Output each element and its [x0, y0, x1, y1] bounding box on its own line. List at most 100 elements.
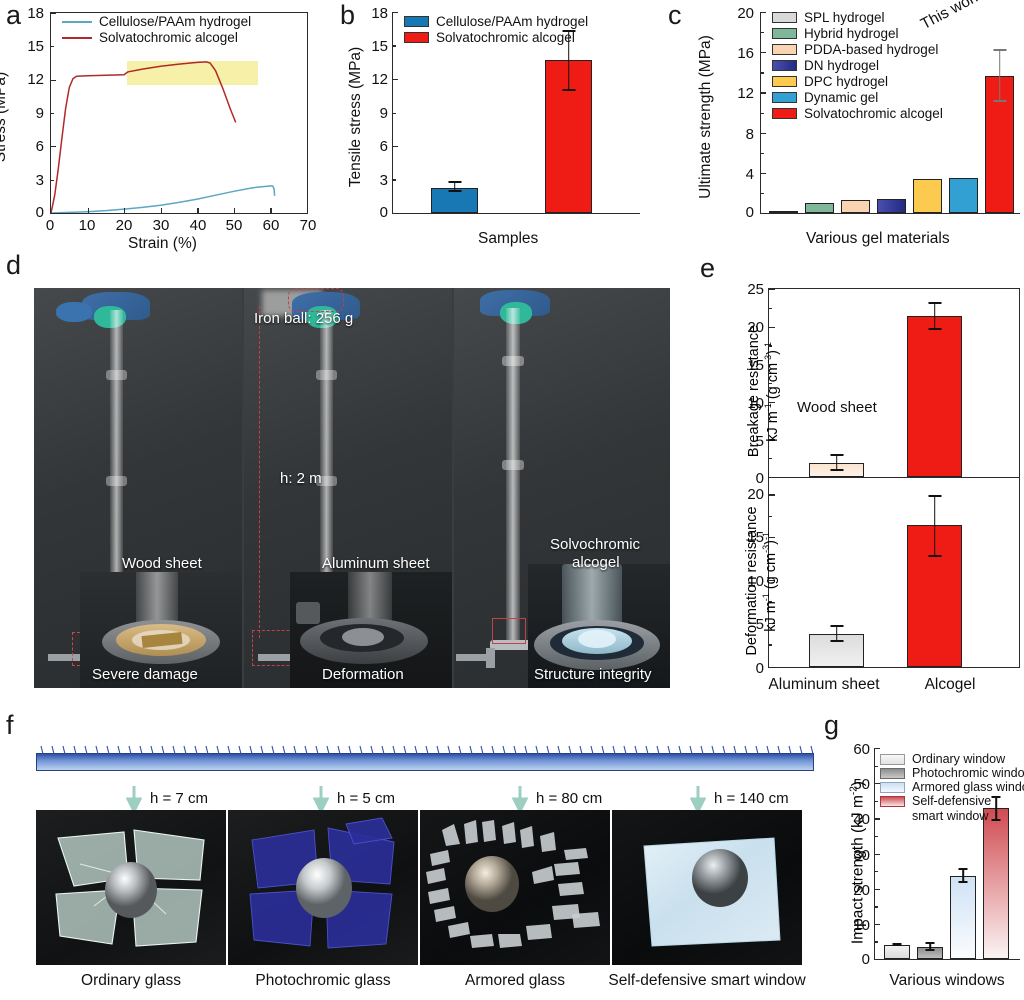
panel-f-letter: f	[6, 710, 14, 740]
panel-a-ytick-18: 18	[27, 5, 44, 22]
bar-dpc-hydrogel	[913, 179, 942, 213]
panel-b-ytick-3: 3	[379, 172, 388, 189]
errorbar-solvatochromic-alcogel	[545, 30, 592, 91]
panel-e-bottom-ytick-20: 20	[747, 486, 764, 503]
panel-b-ytick-6: 6	[379, 138, 388, 155]
errorbar-photochromic-window	[917, 942, 943, 951]
panel-c-letter: c	[668, 0, 682, 30]
panel-e-bottom-plot	[768, 478, 1020, 668]
bar-dn-hydrogel	[877, 198, 906, 213]
panel-a-x-axis-label: Strain (%)	[128, 235, 197, 252]
panel-a-xtick-40: 40	[189, 217, 207, 234]
legend-label: Solvatochromic alcogel	[436, 30, 575, 45]
errorbar-alcogel-deformation	[907, 495, 962, 557]
errorbar-aluminum-sheet-deformation	[809, 625, 864, 642]
legend-item-armored-glass-window: Armored glass window	[880, 780, 1024, 794]
legend-item-self-defensive-smart-window: Self-defensive smart window	[880, 794, 1024, 824]
panel-b-ytick-9: 9	[379, 105, 388, 122]
panel-e-top-ytick-20: 20	[747, 319, 764, 336]
legend-item-cellulose: Cellulose/PAAm hydrogel	[404, 14, 588, 29]
photo-ordinary-glass	[36, 810, 226, 965]
panel-e-top-plot: Wood sheet	[768, 288, 1020, 478]
panel-e-top-y-axis-label-line1: Breakage resistance	[746, 324, 762, 458]
panel-a-xtick-20: 20	[115, 217, 133, 234]
panel-e-bottom-ytick-15: 15	[747, 529, 764, 546]
panel-b-ytick-12: 12	[371, 71, 388, 88]
bar-self-defensive-smart-window	[983, 808, 1009, 959]
panel-b-legend: Cellulose/PAAm hydrogel Solvatochromic a…	[404, 14, 588, 46]
bar-armored-glass-window	[950, 875, 976, 959]
legend-label: Cellulose/PAAm hydrogel	[436, 14, 589, 29]
label-iron-ball: Iron ball: 256 g	[254, 310, 354, 327]
panel-a-xtick-30: 30	[152, 217, 170, 234]
bar-alcogel-breakage	[907, 316, 962, 477]
drop-height-label-3: h = 80 cm	[536, 790, 603, 807]
legend-item-pdda-based-hydrogel: PDDA-based hydrogel	[772, 42, 943, 57]
errorbar-solvatochromic-alcogel	[985, 49, 1014, 102]
panel-a-xtick-70: 70	[299, 217, 317, 234]
panel-g-ytick-30: 30	[853, 847, 870, 864]
panel-g-ytick-40: 40	[853, 811, 870, 828]
panel-a-xtick-50: 50	[225, 217, 243, 234]
drop-arrow-3-icon	[511, 786, 529, 817]
drop-test-wood-sheet	[34, 288, 242, 688]
panel-g-x-axis-label: Various windows	[889, 972, 1005, 989]
panel-e-xlabel-aluminum-sheet: Aluminum sheet	[768, 676, 880, 693]
panel-a-ytick-12: 12	[27, 71, 44, 88]
errorbar-wood-sheet-breakage	[809, 454, 864, 471]
legend-item-alcogel: Solvatochromic alcogel	[62, 30, 251, 45]
legend-swatch	[772, 44, 797, 55]
legend-label: Hybrid hydrogel	[804, 26, 899, 41]
drop-arrow-1-icon	[125, 786, 143, 817]
panel-g-letter: g	[824, 710, 840, 740]
drop-height-label-4: h = 140 cm	[714, 790, 789, 807]
legend-swatch	[880, 767, 905, 779]
panel-a-ytick-9: 9	[35, 105, 44, 122]
panel-g-ytick-50: 50	[853, 776, 870, 793]
inset-severe-damage	[80, 572, 242, 688]
panel-e-bottom-ytick-10: 10	[747, 573, 764, 590]
panel-e-bottom-y-axis-label-line2: kJ m-1 (g cm-3)-1	[761, 532, 779, 632]
legend-label: Cellulose/PAAm hydrogel	[99, 14, 252, 29]
ruler-graphic	[36, 745, 814, 771]
errorbar-self-defensive-smart-window	[983, 796, 1009, 821]
legend-swatch	[880, 781, 905, 793]
panel-b-x-axis-label: Samples	[478, 230, 539, 247]
legend-item-solvatochromic-alcogel: Solvatochromic alcogel	[772, 106, 943, 121]
panel-a-plot	[50, 12, 308, 214]
panel-c-legend: SPL hydrogel Hybrid hydrogel PDDA-based …	[772, 10, 943, 122]
inset-deformation	[290, 572, 452, 688]
legend-swatch	[772, 28, 797, 39]
inset-structure-integrity	[528, 564, 670, 688]
panel-e-bottom-y-axis-label-line1: Deformation resistance	[744, 506, 760, 656]
bar-spl-hydrogel	[769, 211, 798, 213]
legend-swatch-line	[62, 36, 92, 39]
label-severe-damage: Severe damage	[92, 666, 198, 683]
panel-e-bottom-ytick-0: 0	[755, 660, 764, 677]
legend-label: Solvatochromic alcogel	[804, 106, 943, 121]
legend-label: SPL hydrogel	[804, 10, 885, 25]
series-cellulose-paam-hydrogel	[51, 185, 273, 213]
bar-cellulose-paam-hydrogel	[431, 188, 478, 213]
legend-swatch	[772, 76, 797, 87]
panel-c-ytick-8: 8	[745, 126, 754, 143]
photo-caption-photochromic-glass: Photochromic glass	[255, 972, 391, 989]
legend-swatch	[772, 108, 797, 119]
panel-g-ytick-60: 60	[853, 741, 870, 758]
photo-armored-glass	[420, 810, 610, 965]
errorbar-armored-glass-window	[950, 868, 976, 883]
panel-c-ytick-0: 0	[745, 204, 754, 221]
legend-item-spl-hydrogel: SPL hydrogel	[772, 10, 943, 25]
label-wood-sheet: Wood sheet	[122, 555, 202, 572]
errorbar-cellulose-paam-hydrogel	[431, 181, 478, 192]
bar-dynamic-gel	[949, 177, 978, 213]
panel-b-ytick-0: 0	[379, 204, 388, 221]
legend-swatch	[404, 16, 429, 27]
panel-b-y-axis-label: Tensile stress (MPa)	[347, 46, 365, 188]
drop-arrow-2-icon	[312, 786, 330, 817]
panel-e-top-ytick-0: 0	[755, 470, 764, 487]
series-solvatochromic-alcogel	[51, 61, 237, 213]
zoom-marker-box-top	[288, 288, 344, 312]
panel-e-top-y-axis-label-line2: kJ m-1 (g cm-3)-1	[763, 342, 781, 442]
photo-caption-ordinary-glass: Ordinary glass	[81, 972, 181, 989]
